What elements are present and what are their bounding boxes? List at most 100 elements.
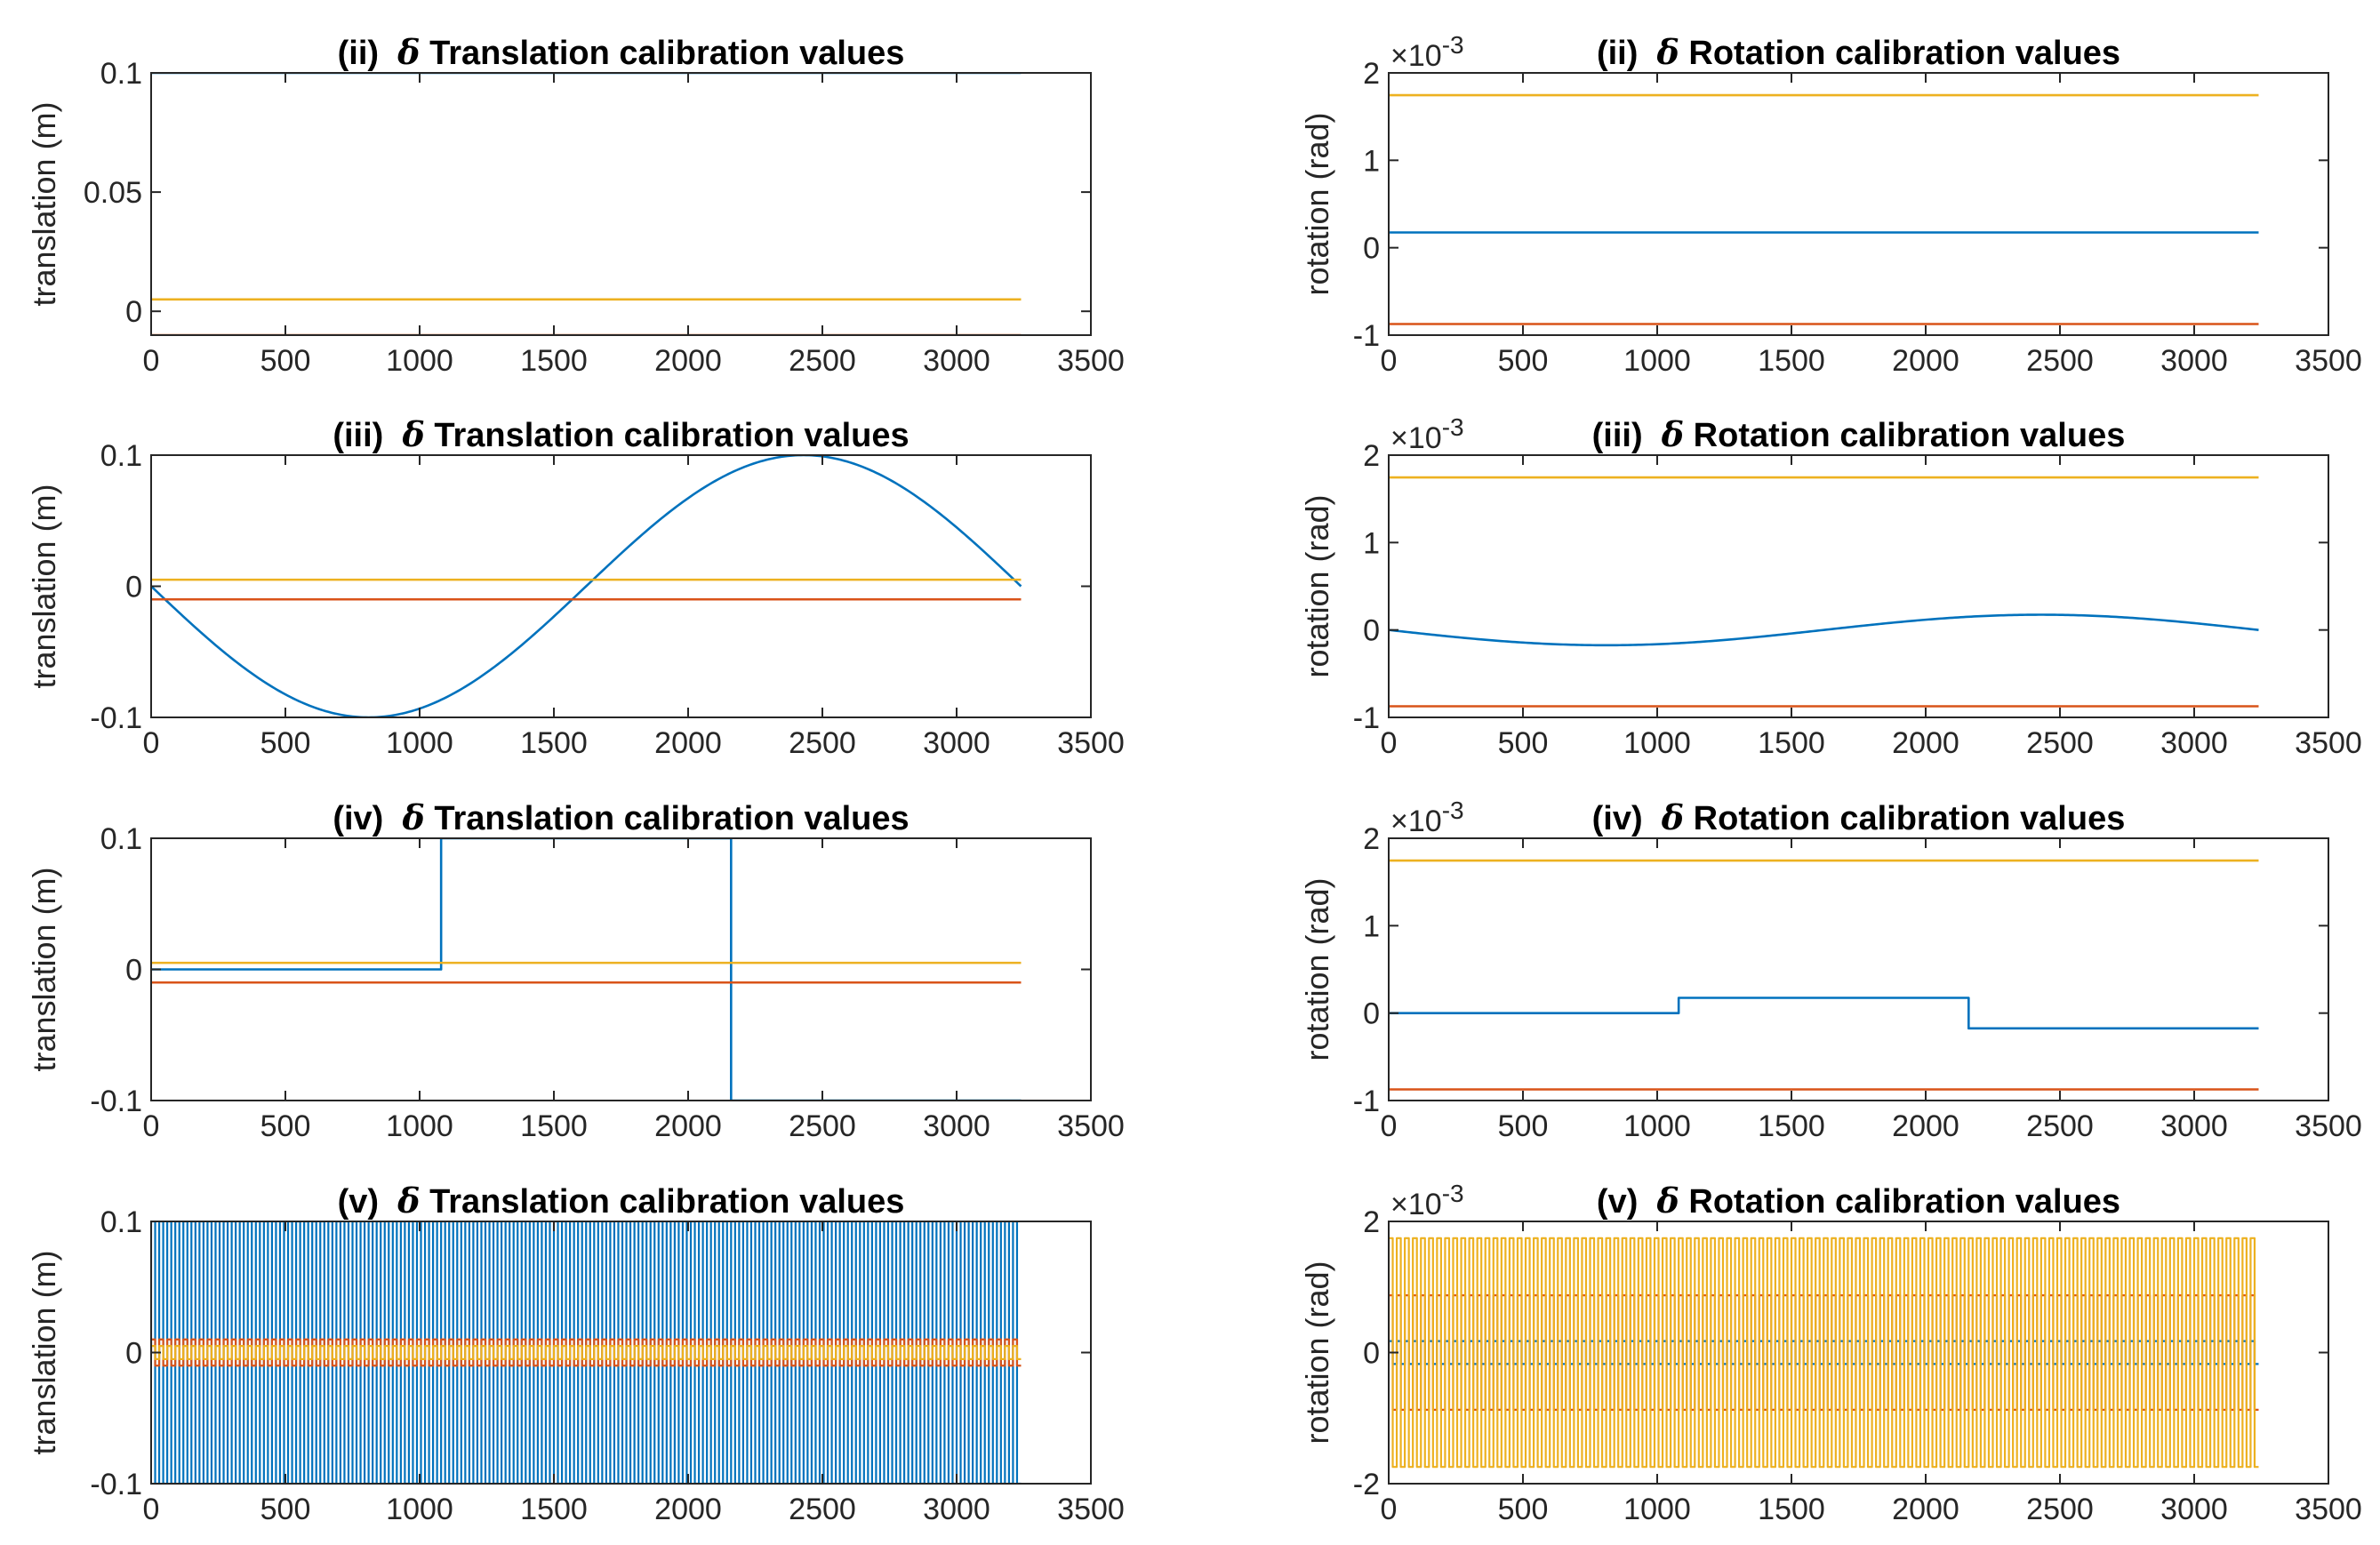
chart-ii-rotation-xtick-label: 3000: [2160, 344, 2228, 378]
chart-iii-rotation-ytick-label: 1: [1363, 526, 1380, 560]
chart-iv-rotation: 0 500 1000 1500 2000 2500 3000 3500-1012rotatio…: [1299, 797, 2362, 1143]
chart-iii-translation-xtick-label: 3000: [923, 726, 990, 760]
chart-iv-rotation-xtick-label: 3500: [2295, 1109, 2362, 1143]
chart-iii-translation-xtick-label: 2000: [654, 726, 722, 760]
chart-v-translation-xtick-label: 3000: [923, 1493, 990, 1526]
chart-v-rotation-xtick-label: 1000: [1623, 1493, 1691, 1526]
chart-v-rotation-xtick-label: 2500: [2026, 1493, 2094, 1526]
chart-v-translation-series-red: [151, 1338, 1022, 1367]
chart-iv-translation-ylabel: translation (m): [26, 867, 62, 1071]
chart-v-translation-ytick-label: 0: [125, 1337, 142, 1371]
chart-iii-translation-xtick-label: 2500: [789, 726, 856, 760]
chart-iii-translation-xtick-label: 1000: [386, 726, 453, 760]
chart-ii-translation-ytick-label: 0.1: [100, 57, 142, 91]
chart-v-rotation-ylabel: rotation (rad): [1299, 1261, 1335, 1444]
chart-iv-translation-title: (iv) δ Translation calibration values: [333, 797, 909, 837]
chart-ii-translation-xtick-label: 0: [143, 344, 160, 378]
chart-v-rotation-xtick-label: 1500: [1758, 1493, 1825, 1526]
chart-ii-rotation-xtick-label: 1500: [1758, 344, 1825, 378]
chart-v-translation-xtick-label: 2500: [789, 1493, 856, 1526]
chart-ii-translation: 0 500 1000 1500 2000 2500 3000 3500 0 0.05 0.1 tran…: [26, 32, 1125, 378]
chart-ii-rotation-ylabel: rotation (rad): [1299, 112, 1335, 295]
chart-ii-translation-xtick-label: 500: [260, 344, 311, 378]
chart-v-rotation-ytick-label: -2: [1353, 1468, 1380, 1501]
chart-v-translation-xtick-label: 0: [143, 1493, 160, 1526]
chart-ii-translation-title-delta: δ: [397, 32, 420, 72]
chart-iii-rotation-xtick-label: 3500: [2295, 726, 2362, 760]
chart-ii-rotation-title-delta: δ: [1655, 32, 1679, 72]
chart-iv-rotation-title: (iv) δ Rotation calibration values: [1592, 797, 2126, 837]
chart-ii-rotation: 0 500 1000 1500 2000 2500 3000 3500-1012rotatio…: [1299, 31, 2362, 378]
chart-v-rotation-ytick-label: 2: [1363, 1205, 1380, 1239]
chart-iv-translation-title-text: Translation calibration values: [425, 800, 910, 837]
chart-v-translation-ytick-label: 0.1: [100, 1205, 142, 1239]
chart-iii-rotation-xtick-label: 0: [1381, 726, 1398, 760]
chart-ii-translation-title-text: Translation calibration values: [421, 35, 905, 72]
chart-v-rotation-series-group: [1389, 1237, 2259, 1469]
chart-ii-rotation-xtick-label: 2000: [1892, 344, 1959, 378]
chart-v-translation-title: (v) δ Translation calibration values: [338, 1181, 905, 1221]
chart-v-rotation-series-yellow: [1389, 1237, 2259, 1469]
chart-iv-translation: 0 500 1000 1500 2000 2500 3000 3500-0.100.1tran…: [26, 797, 1125, 1143]
chart-iv-translation-xtick-label: 2500: [789, 1109, 856, 1143]
chart-iv-rotation-ytick-label: 2: [1363, 822, 1380, 856]
chart-iv-translation-series-group: [151, 838, 1022, 1101]
chart-iii-rotation-series-blue: [1389, 613, 2259, 647]
chart-iii-translation-ytick-label: 0: [125, 571, 142, 604]
chart-v-rotation-xtick-label: 3000: [2160, 1493, 2228, 1526]
chart-iii-translation-xtick-label: 3500: [1057, 726, 1125, 760]
chart-ii-translation-ytick-label: 0: [125, 295, 142, 329]
chart-ii-translation-series-group: [151, 73, 1022, 335]
chart-iv-translation-xtick-label: 1500: [520, 1109, 588, 1143]
chart-iv-translation-xtick-label: 2000: [654, 1109, 722, 1143]
chart-iv-rotation-xtick-label: 3000: [2160, 1109, 2228, 1143]
chart-iii-rotation-exponent-power: -3: [1442, 413, 1464, 441]
chart-iii-rotation-title: (iii) δ Rotation calibration values: [1592, 414, 2126, 454]
chart-iii-rotation-xtick-label: 500: [1498, 726, 1549, 760]
chart-iii-translation-xtick-label: 500: [260, 726, 311, 760]
chart-ii-rotation-title-prefix: (ii): [1597, 35, 1657, 72]
chart-iv-rotation-exponent-power: -3: [1442, 797, 1464, 824]
chart-iii-translation-series-blue: [151, 455, 1022, 717]
chart-iii-translation-series-group: [151, 455, 1022, 717]
chart-iii-translation-ylabel: translation (m): [26, 484, 62, 688]
chart-iv-rotation-ytick-label: 1: [1363, 909, 1380, 943]
chart-v-translation-title-text: Translation calibration values: [421, 1183, 905, 1221]
chart-iii-translation-title: (iii) δ Translation calibration values: [333, 414, 909, 454]
chart-iv-rotation-series-blue: [1389, 997, 2259, 1030]
chart-iv-rotation-title-text: Rotation calibration values: [1684, 800, 2125, 837]
chart-ii-rotation-axes-frame: [1388, 72, 2329, 336]
chart-iv-rotation-axes-frame: [1388, 837, 2329, 1101]
chart-v-rotation: 0 500 1000 1500 2000 2500 3000 3500-202rotation…: [1299, 1180, 2362, 1526]
chart-iii-rotation-ytick-label: -1: [1353, 701, 1380, 735]
chart-ii-rotation-ytick-label: 1: [1363, 144, 1380, 178]
chart-iii-rotation: 0 500 1000 1500 2000 2500 3000 3500-1012rotatio…: [1299, 413, 2362, 760]
chart-iii-rotation-ytick-label: 0: [1363, 614, 1380, 648]
chart-v-translation-xtick-label: 1000: [386, 1493, 453, 1526]
chart-ii-translation-xtick-label: 1500: [520, 344, 588, 378]
chart-iv-rotation-xtick-label: 2500: [2026, 1109, 2094, 1143]
chart-iv-rotation-exponent-label: ×10-3: [1390, 797, 1464, 838]
chart-iii-rotation-ylabel: rotation (rad): [1299, 494, 1335, 677]
chart-iii-translation-ytick-label: 0.1: [100, 439, 142, 473]
chart-v-rotation-ytick-label: 0: [1363, 1337, 1380, 1371]
chart-v-translation-xtick-label: 3500: [1057, 1493, 1125, 1526]
chart-iv-rotation-title-delta: δ: [1661, 797, 1684, 837]
chart-iii-rotation-ytick-label: 2: [1363, 439, 1380, 473]
chart-iii-rotation-title-delta: δ: [1661, 414, 1684, 454]
chart-ii-rotation-ytick-label: 0: [1363, 232, 1380, 266]
chart-iv-translation-xtick-label: 500: [260, 1109, 311, 1143]
chart-v-rotation-title-delta: δ: [1655, 1181, 1679, 1221]
chart-iv-rotation-xtick-label: 500: [1498, 1109, 1549, 1143]
chart-ii-translation-ylabel: translation (m): [26, 101, 62, 306]
chart-v-rotation-xtick-label: 500: [1498, 1493, 1549, 1526]
chart-iii-translation-ytick-label: -0.1: [90, 701, 142, 735]
chart-v-translation-ylabel: translation (m): [26, 1250, 62, 1454]
chart-iv-translation-ytick-label: -0.1: [90, 1085, 142, 1118]
chart-iii-rotation-xtick-label: 2000: [1892, 726, 1959, 760]
chart-iv-translation-series-blue: [151, 838, 1022, 1101]
chart-ii-translation-xtick-label: 2000: [654, 344, 722, 378]
chart-iii-translation-xtick-label: 0: [143, 726, 160, 760]
chart-v-rotation-exponent-label: ×10-3: [1390, 1180, 1464, 1221]
chart-v-rotation-exponent-power: -3: [1442, 1180, 1464, 1207]
